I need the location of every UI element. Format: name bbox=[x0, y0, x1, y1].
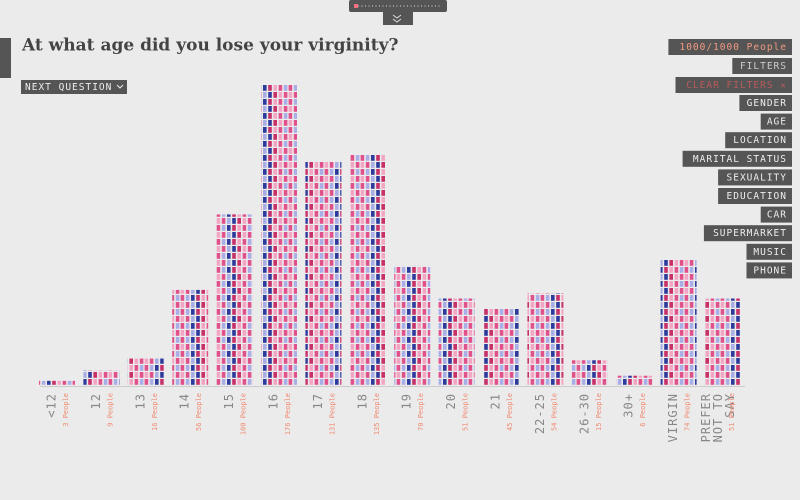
category-label: 15 bbox=[222, 393, 236, 409]
progress-current bbox=[354, 4, 358, 8]
category-label: 14 bbox=[178, 393, 192, 409]
button-bg bbox=[675, 77, 792, 93]
value-label: 15 People bbox=[595, 393, 603, 431]
filter-button[interactable]: MARITAL STATUS bbox=[682, 150, 792, 167]
chevron-icon bbox=[116, 84, 124, 89]
side-tab[interactable] bbox=[0, 38, 11, 78]
filter-button[interactable]: GENDER bbox=[739, 95, 792, 111]
bar bbox=[616, 375, 653, 386]
bar bbox=[172, 289, 209, 386]
chevron-icon bbox=[392, 14, 402, 23]
category-label: 17 bbox=[311, 393, 325, 409]
button-label: FILTERS bbox=[740, 61, 787, 72]
value-label: 131 People bbox=[328, 393, 336, 435]
button-bg bbox=[739, 95, 792, 111]
bar bbox=[571, 360, 608, 386]
value-label: 6 People bbox=[639, 393, 647, 427]
filter-button[interactable]: CAR bbox=[760, 206, 792, 223]
button-label: SUPERMARKET bbox=[713, 228, 787, 239]
category-label: <12 bbox=[45, 393, 59, 418]
value-label: 176 People bbox=[284, 393, 292, 435]
button-bg bbox=[21, 80, 127, 94]
bar bbox=[483, 308, 519, 386]
category-label: 26-30 bbox=[577, 393, 591, 434]
button-label: LOCATION bbox=[733, 135, 787, 146]
progress-bar[interactable] bbox=[349, 0, 447, 12]
button-bg bbox=[725, 132, 792, 149]
button-bg bbox=[703, 225, 792, 242]
category-label: 18 bbox=[355, 393, 369, 409]
value-label: 135 People bbox=[373, 393, 381, 435]
filter-button[interactable]: LOCATION bbox=[725, 132, 792, 149]
filter-button[interactable]: MUSIC bbox=[746, 243, 793, 260]
button-bg bbox=[718, 169, 792, 186]
category-label: 12 bbox=[89, 393, 103, 409]
filter-button[interactable]: EDUCATION bbox=[718, 188, 792, 204]
filter-button[interactable]: CLEAR FILTERS × bbox=[675, 77, 793, 93]
button-label: PHONE bbox=[753, 265, 787, 276]
bar bbox=[261, 84, 297, 386]
button-label: MUSIC bbox=[753, 247, 787, 258]
value-label: 45 People bbox=[506, 393, 514, 431]
value-label: 54 People bbox=[550, 393, 558, 431]
bar bbox=[39, 380, 75, 386]
value-label: 9 People bbox=[106, 393, 114, 427]
value-label: 51 People bbox=[728, 393, 736, 431]
button-label: NEXT QUESTION bbox=[25, 82, 112, 93]
button-label: GENDER bbox=[747, 98, 787, 109]
value-label: 3 People bbox=[62, 393, 70, 427]
button-bg bbox=[746, 262, 792, 279]
bar bbox=[438, 298, 475, 386]
bar bbox=[305, 161, 342, 386]
value-label: 51 People bbox=[462, 393, 470, 431]
category-label: VIRGIN bbox=[666, 393, 680, 442]
category-label: 19 bbox=[400, 393, 414, 409]
value-label: 74 People bbox=[684, 393, 692, 431]
filter-button[interactable]: FILTERS bbox=[732, 58, 792, 74]
button-bg bbox=[668, 39, 792, 55]
button-bg bbox=[682, 150, 792, 167]
bar bbox=[705, 298, 741, 386]
next-question-button[interactable]: NEXT QUESTION bbox=[21, 80, 127, 94]
category-label: 21 bbox=[489, 393, 503, 409]
button-label: AGE bbox=[767, 117, 787, 128]
bar bbox=[127, 358, 164, 386]
button-label: MARITAL STATUS bbox=[693, 154, 787, 165]
value-label: 100 People bbox=[240, 393, 248, 435]
button-bg bbox=[760, 113, 792, 130]
category-label: 30+ bbox=[622, 393, 636, 418]
filter-button[interactable]: PHONE bbox=[746, 262, 793, 279]
filter-button[interactable]: 1000/1000 People bbox=[668, 39, 792, 55]
value-label: 16 People bbox=[151, 393, 159, 431]
bar bbox=[527, 293, 564, 386]
button-bg bbox=[746, 243, 792, 260]
filter-button[interactable]: SEXUALITY bbox=[718, 169, 792, 186]
bar bbox=[83, 370, 120, 386]
button-label: EDUCATION bbox=[727, 191, 787, 202]
category-label: 22-25 bbox=[533, 393, 547, 434]
button-bg bbox=[760, 206, 792, 223]
category-label: 20 bbox=[444, 393, 458, 409]
button-label: SEXUALITY bbox=[727, 172, 787, 183]
bar bbox=[394, 265, 431, 386]
question-title: At what age did you lose your virginity? bbox=[21, 36, 398, 56]
bar bbox=[216, 214, 253, 386]
button-bg bbox=[732, 58, 792, 74]
filter-button[interactable]: AGE bbox=[760, 113, 792, 130]
category-label: 13 bbox=[133, 393, 147, 409]
filter-button[interactable]: SUPERMARKET bbox=[703, 225, 792, 242]
button-bg bbox=[718, 188, 792, 204]
expand-button[interactable] bbox=[383, 12, 413, 25]
button-label: CAR bbox=[767, 210, 787, 221]
category-label: 16 bbox=[267, 393, 281, 409]
button-label: CLEAR FILTERS × bbox=[686, 80, 787, 91]
category-label: PREFERNOT TOSAY bbox=[699, 393, 737, 442]
bar bbox=[349, 154, 386, 386]
button-label: 1000/1000 People bbox=[679, 42, 787, 53]
bar bbox=[660, 259, 697, 386]
value-label: 56 People bbox=[195, 393, 203, 431]
value-label: 70 People bbox=[417, 393, 425, 431]
